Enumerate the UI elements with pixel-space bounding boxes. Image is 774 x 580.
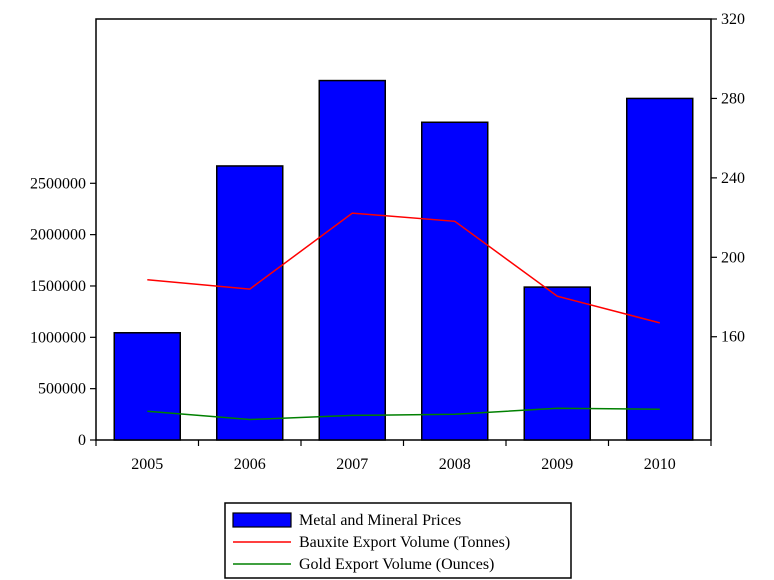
legend: Metal and Mineral Prices Bauxite Export V… [224,502,572,579]
series-line-2 [147,407,660,421]
series-line-1 [147,212,660,324]
x-tick-label-2009: 2009 [541,456,573,473]
bar-2007 [318,79,386,441]
left-tick-label: 2500000 [30,175,86,192]
legend-label: Bauxite Export Volume (Tonnes) [299,534,510,551]
bar-2010 [626,97,694,441]
bar-2009 [523,286,591,441]
left-tick-label: 1500000 [30,278,86,295]
legend-label: Gold Export Volume (Ounces) [299,556,494,573]
x-tick-label-2007: 2007 [336,456,368,473]
right-tick-label: 320 [721,11,745,28]
bar-2005 [113,332,181,441]
right-tick-label: 200 [721,249,745,266]
legend-label: Metal and Mineral Prices [299,512,461,529]
left-tick-label: 1000000 [30,329,86,346]
left-tick-label: 0 [78,432,86,449]
legend-swatch-bar [232,512,292,528]
left-tick-label: 500000 [38,381,86,398]
left-tick-label: 2000000 [30,227,86,244]
x-tick-label-2006: 2006 [234,456,266,473]
plot-frame [95,18,712,441]
x-tick-label-2010: 2010 [644,456,676,473]
right-tick-label: 160 [721,329,745,346]
bar-2008 [421,121,489,441]
right-tick-label: 240 [721,170,745,187]
x-tick-label-2005: 2005 [131,456,163,473]
x-tick-label-2008: 2008 [439,456,471,473]
right-tick-label: 280 [721,90,745,107]
bar-2006 [216,165,284,441]
